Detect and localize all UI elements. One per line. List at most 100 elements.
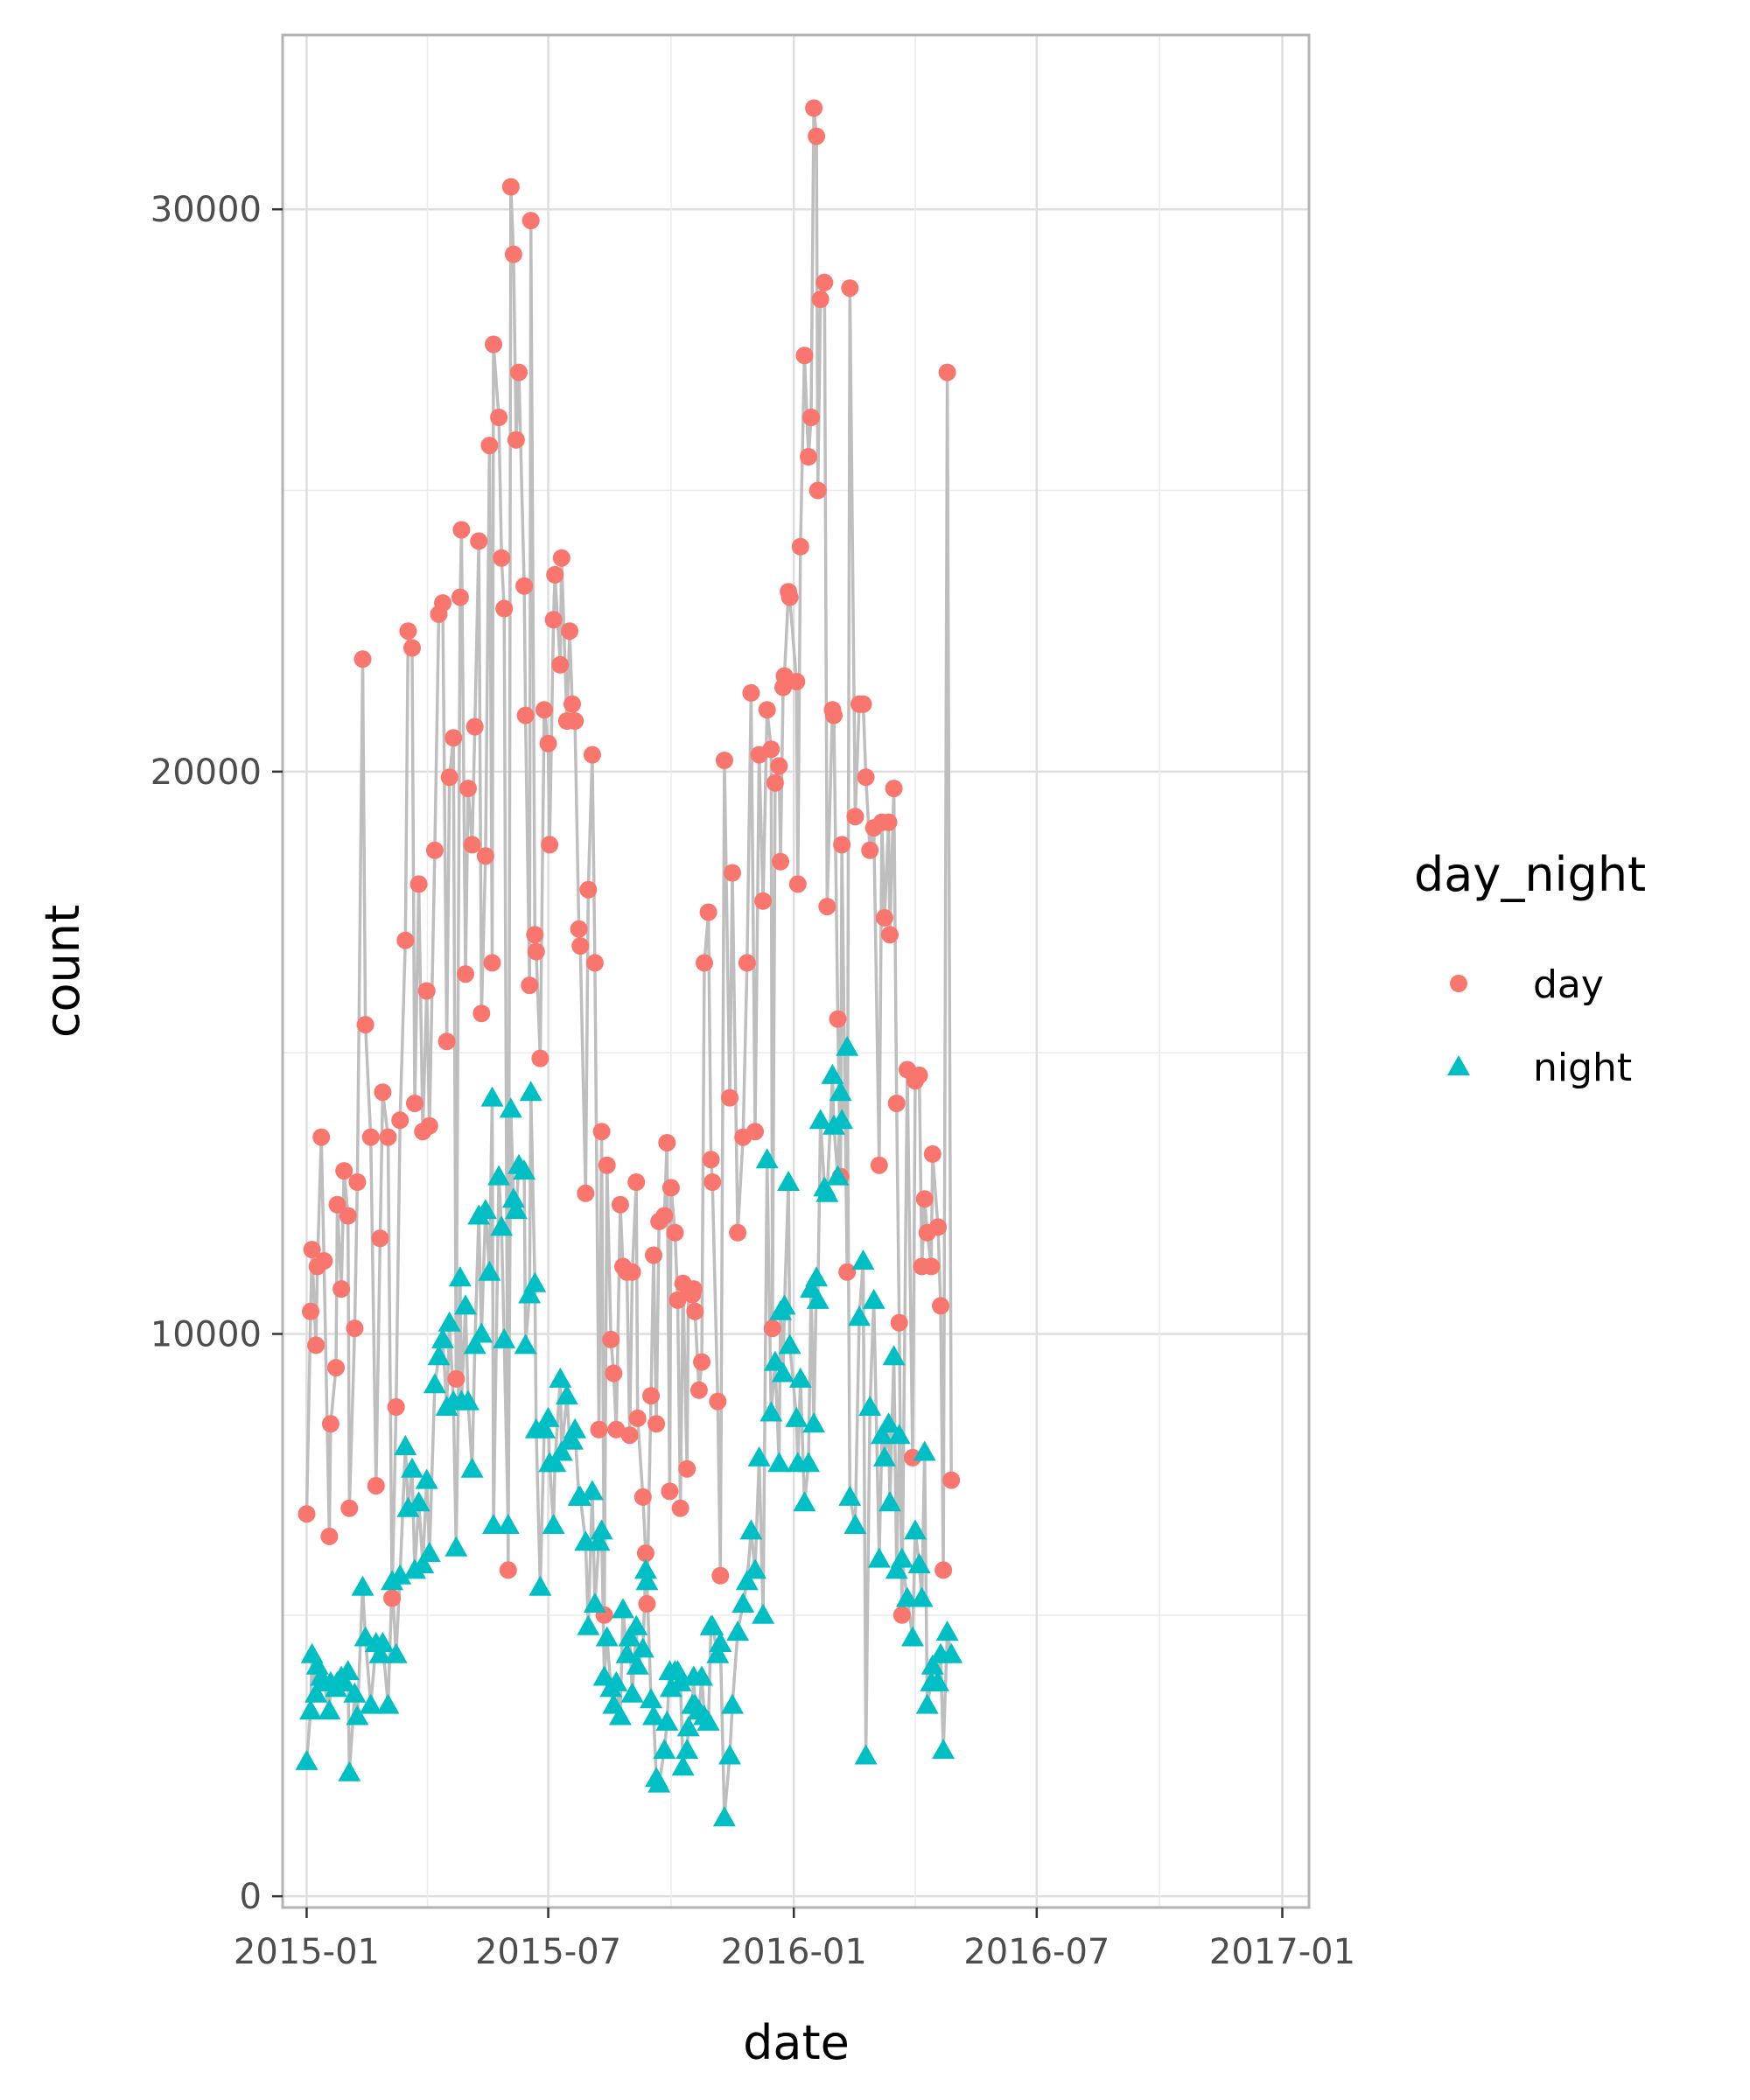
x-tick-label: 2017-01 (1209, 1932, 1355, 1972)
point-night (913, 1440, 936, 1461)
point-day (561, 622, 578, 640)
point-day (763, 1320, 781, 1338)
point-night (808, 1109, 832, 1130)
point-night (444, 1536, 468, 1557)
point-day (383, 1589, 402, 1607)
point-night (394, 1435, 417, 1455)
point-day (620, 1426, 639, 1445)
point-night (550, 1440, 573, 1461)
x-tick-label: 2015-01 (234, 1932, 380, 1972)
point-night (555, 1384, 578, 1405)
point-night (635, 1570, 659, 1591)
point-day (495, 599, 514, 618)
point-day (838, 1263, 857, 1281)
point-day (758, 701, 776, 719)
point-night (490, 1215, 514, 1236)
point-day (480, 437, 499, 455)
point-night (882, 1345, 906, 1366)
point-night (778, 1334, 802, 1354)
x-tick-label: 2016-01 (721, 1932, 867, 1972)
point-night (862, 1288, 886, 1309)
point-day (320, 1527, 339, 1545)
point-night (615, 1642, 639, 1663)
point-night (338, 1760, 361, 1782)
point-night (747, 1446, 771, 1466)
point-night (343, 1682, 367, 1703)
point-night (626, 1654, 649, 1675)
point-night (625, 1614, 648, 1635)
point-day (666, 1223, 684, 1242)
point-night (870, 1424, 893, 1445)
point-night (640, 1688, 662, 1709)
plot-panel (283, 35, 1309, 1908)
point-night (788, 1367, 812, 1388)
point-night (696, 1710, 720, 1731)
point-day (709, 1392, 727, 1410)
point-night (668, 1670, 692, 1691)
point-night (653, 1739, 676, 1760)
point-night (836, 1035, 859, 1056)
point-night (438, 1311, 461, 1332)
point-day (611, 1195, 629, 1214)
point-day (501, 178, 520, 196)
point-day (922, 1257, 941, 1276)
point-day (892, 1606, 911, 1624)
point-day (923, 1144, 942, 1163)
point-day (766, 774, 784, 792)
point-day (507, 430, 525, 449)
point-night (777, 1171, 801, 1191)
point-night (915, 1693, 939, 1714)
point-day (702, 1151, 720, 1169)
point-day (645, 1246, 662, 1264)
point-night (501, 1187, 525, 1208)
point-night (487, 1165, 511, 1186)
point-day (536, 701, 553, 719)
point-day (546, 565, 564, 584)
point-day (476, 847, 494, 865)
point-night (920, 1654, 944, 1675)
legend-key-night (1447, 1055, 1470, 1075)
point-day (686, 1302, 704, 1320)
point-night (359, 1693, 382, 1714)
point-night (797, 1452, 820, 1473)
point-day (315, 1252, 333, 1270)
point-day (802, 409, 820, 426)
point-night (887, 1424, 911, 1445)
plot-border (281, 33, 1311, 1909)
point-day (668, 1291, 687, 1309)
point-night (642, 1704, 665, 1726)
point-day (934, 1561, 953, 1579)
point-day (829, 1010, 847, 1028)
point-day (470, 532, 488, 550)
point-day (746, 1123, 764, 1141)
point-night (457, 1390, 480, 1410)
point-night (718, 1744, 741, 1765)
point-night (368, 1642, 392, 1663)
point-day (335, 1162, 354, 1180)
point-day (634, 1488, 652, 1506)
point-day (724, 864, 741, 882)
point-day (551, 655, 570, 674)
point-night (773, 1294, 796, 1315)
point-day (444, 729, 463, 747)
point-day (742, 683, 760, 702)
point-night (935, 1620, 959, 1642)
point-day (658, 1134, 676, 1152)
point-night (785, 1406, 808, 1427)
point-night (346, 1704, 369, 1726)
point-day (531, 1049, 550, 1068)
point-day (466, 718, 484, 736)
point-day (772, 852, 789, 871)
point-day (374, 1083, 392, 1102)
point-night (772, 1362, 794, 1382)
point-night (595, 1626, 619, 1647)
point-night (763, 1350, 787, 1371)
point-night (318, 1699, 341, 1720)
point-day (583, 746, 601, 764)
point-day (854, 695, 872, 713)
point-night (907, 1553, 931, 1573)
point-day (592, 1123, 611, 1141)
point-night (496, 1514, 520, 1534)
point-night (528, 1575, 552, 1596)
x-tick-label: 2016-07 (963, 1932, 1110, 1972)
